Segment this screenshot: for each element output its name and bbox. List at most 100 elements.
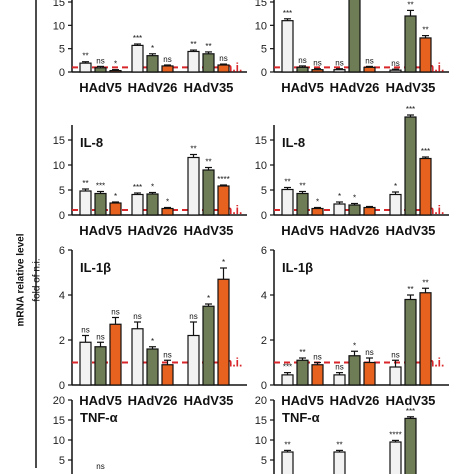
bar bbox=[109, 323, 122, 386]
bar bbox=[202, 53, 215, 73]
y-tick-label: 15 bbox=[255, 0, 267, 9]
x-category-label: HAdV35 bbox=[184, 393, 234, 408]
significance-label: * bbox=[222, 258, 225, 267]
y-tick-label: 15 bbox=[53, 415, 65, 427]
significance-label: ns bbox=[298, 56, 306, 65]
bar bbox=[217, 278, 230, 386]
bar bbox=[146, 348, 159, 386]
y-tick-label: 5 bbox=[59, 455, 65, 467]
significance-label: ns bbox=[313, 353, 321, 362]
significance-label: * bbox=[353, 194, 356, 203]
bar bbox=[202, 169, 215, 216]
significance-label: ns bbox=[111, 308, 119, 317]
significance-label: ** bbox=[205, 42, 211, 51]
bar bbox=[217, 64, 230, 73]
bar bbox=[363, 361, 376, 386]
significance-label: ** bbox=[190, 40, 196, 49]
y-tick-label: 10 bbox=[53, 20, 65, 32]
panel-title: TNF-α bbox=[80, 410, 118, 425]
significance-label: * bbox=[114, 60, 117, 69]
bar bbox=[311, 364, 324, 386]
y-tick-label: 10 bbox=[255, 160, 267, 172]
bar bbox=[419, 292, 432, 386]
bar bbox=[131, 328, 144, 386]
x-category-label: HAdV35 bbox=[386, 80, 436, 95]
x-category-label: HAdV5 bbox=[79, 80, 122, 95]
bar bbox=[404, 417, 417, 474]
bar bbox=[146, 193, 159, 216]
bar bbox=[79, 341, 92, 386]
significance-label: ns bbox=[365, 56, 373, 65]
significance-label: ns bbox=[335, 363, 343, 372]
y-tick-label: 5 bbox=[261, 185, 267, 197]
x-category-label: HAdV26 bbox=[128, 223, 178, 238]
x-category-label: HAdV5 bbox=[79, 223, 122, 238]
y-tick-label: 2 bbox=[261, 335, 267, 347]
bar bbox=[161, 65, 174, 73]
bar bbox=[389, 193, 402, 216]
bar bbox=[333, 451, 346, 474]
y-tick-label: 6 bbox=[59, 245, 65, 257]
significance-label: ns bbox=[81, 326, 89, 335]
significance-label: ns bbox=[163, 350, 171, 359]
significance-label: ** bbox=[82, 52, 88, 61]
significance-label: **** bbox=[389, 430, 401, 439]
panel-title: IL-1β bbox=[282, 260, 313, 275]
bar bbox=[404, 15, 417, 73]
bar bbox=[79, 190, 92, 216]
bar bbox=[419, 157, 432, 216]
x-category-label: HAdV5 bbox=[281, 393, 324, 408]
y-tick-label: 10 bbox=[255, 20, 267, 32]
bar bbox=[404, 298, 417, 386]
significance-label: * bbox=[114, 192, 117, 201]
significance-label: ns bbox=[96, 332, 104, 341]
significance-label: * bbox=[316, 198, 319, 207]
bar bbox=[419, 37, 432, 73]
significance-label: * bbox=[151, 44, 154, 53]
bar bbox=[187, 334, 200, 386]
panel-title: IL-8 bbox=[282, 135, 305, 150]
significance-label: ** bbox=[284, 440, 290, 449]
significance-label: *** bbox=[421, 147, 430, 156]
significance-label: ** bbox=[407, 0, 413, 9]
bar bbox=[161, 364, 174, 386]
bar bbox=[389, 441, 402, 474]
significance-label: ** bbox=[422, 278, 428, 287]
significance-label: ns bbox=[391, 350, 399, 359]
significance-label: *** bbox=[133, 34, 142, 43]
significance-label: * bbox=[338, 192, 341, 201]
bar bbox=[94, 346, 107, 386]
x-category-label: HAdV5 bbox=[281, 223, 324, 238]
significance-label: ** bbox=[407, 285, 413, 294]
x-category-label: HAdV26 bbox=[128, 80, 178, 95]
bar bbox=[161, 207, 174, 216]
significance-label: ** bbox=[422, 26, 428, 35]
bar bbox=[296, 66, 309, 73]
bar bbox=[281, 20, 294, 73]
significance-label: * bbox=[394, 182, 397, 191]
x-category-label: HAdV35 bbox=[386, 223, 436, 238]
bar bbox=[333, 203, 346, 216]
significance-label: ** bbox=[205, 158, 211, 167]
x-category-label: HAdV5 bbox=[281, 80, 324, 95]
bar bbox=[202, 305, 215, 386]
x-category-label: HAdV5 bbox=[79, 393, 122, 408]
y-tick-label: 4 bbox=[59, 290, 65, 302]
significance-label: *** bbox=[96, 182, 105, 191]
y-tick-label: 4 bbox=[261, 290, 267, 302]
significance-label: *** bbox=[283, 9, 292, 18]
significance-label: ns bbox=[313, 59, 321, 68]
significance-label: ** bbox=[299, 348, 305, 357]
bar bbox=[109, 202, 122, 216]
bar bbox=[94, 67, 107, 73]
bar bbox=[389, 69, 402, 73]
panel-title: IL-8 bbox=[80, 135, 103, 150]
x-category-label: HAdV26 bbox=[330, 223, 380, 238]
y-tick-label: 0 bbox=[261, 380, 267, 392]
significance-label: * bbox=[353, 341, 356, 350]
bar bbox=[281, 188, 294, 216]
y-tick-label: 10 bbox=[255, 435, 267, 447]
panel-title: IL-1β bbox=[80, 260, 111, 275]
x-category-label: HAdV26 bbox=[128, 393, 178, 408]
y-tick-label: 0 bbox=[261, 67, 267, 79]
